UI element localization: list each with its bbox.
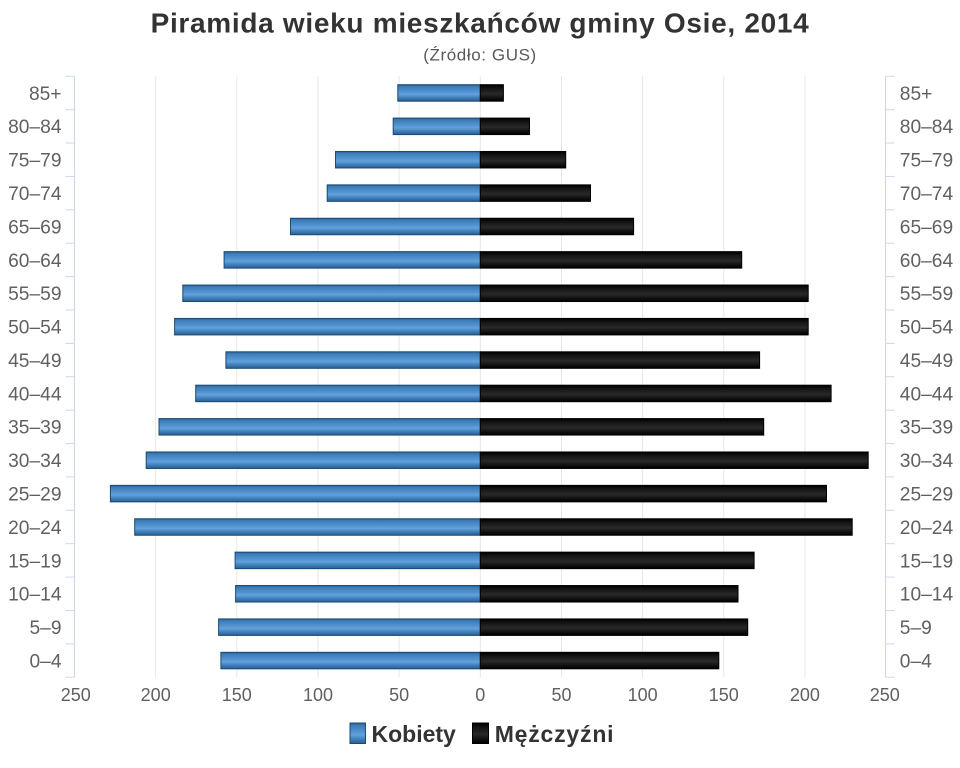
svg-text:85+: 85+ — [900, 84, 933, 105]
svg-text:50–54: 50–54 — [8, 318, 62, 339]
svg-text:25–29: 25–29 — [900, 485, 953, 506]
svg-text:60–64: 60–64 — [8, 251, 62, 272]
svg-text:45–49: 45–49 — [900, 351, 953, 372]
svg-text:0–4: 0–4 — [29, 652, 61, 673]
svg-text:5–9: 5–9 — [900, 618, 932, 639]
svg-text:70–74: 70–74 — [900, 184, 954, 205]
svg-text:15–19: 15–19 — [900, 551, 953, 572]
svg-text:25–29: 25–29 — [8, 485, 61, 506]
svg-text:250: 250 — [870, 685, 900, 705]
svg-text:15–19: 15–19 — [8, 551, 61, 572]
svg-text:50–54: 50–54 — [900, 318, 954, 339]
svg-text:100: 100 — [628, 685, 658, 705]
svg-text:50: 50 — [551, 685, 571, 705]
svg-text:75–79: 75–79 — [900, 151, 953, 172]
svg-text:0: 0 — [475, 685, 485, 705]
svg-text:80–84: 80–84 — [900, 117, 954, 138]
svg-text:0–4: 0–4 — [900, 652, 932, 673]
svg-text:250: 250 — [61, 685, 91, 705]
svg-text:200: 200 — [790, 685, 820, 705]
svg-text:40–44: 40–44 — [8, 384, 62, 405]
svg-text:10–14: 10–14 — [8, 585, 62, 606]
svg-text:5–9: 5–9 — [29, 618, 61, 639]
svg-text:65–69: 65–69 — [900, 217, 953, 238]
svg-text:100: 100 — [303, 685, 333, 705]
svg-text:60–64: 60–64 — [900, 251, 954, 272]
svg-text:20–24: 20–24 — [8, 518, 62, 539]
svg-text:(Źródło: GUS): (Źródło: GUS) — [423, 46, 537, 65]
svg-text:85+: 85+ — [29, 84, 62, 105]
svg-text:20–24: 20–24 — [900, 518, 954, 539]
svg-text:35–39: 35–39 — [8, 418, 61, 439]
svg-text:50: 50 — [389, 685, 409, 705]
svg-text:10–14: 10–14 — [900, 585, 954, 606]
svg-text:Mężczyźni: Mężczyźni — [495, 721, 615, 747]
svg-text:200: 200 — [141, 685, 171, 705]
svg-text:30–34: 30–34 — [8, 451, 62, 472]
svg-text:150: 150 — [222, 685, 252, 705]
svg-text:80–84: 80–84 — [8, 117, 62, 138]
svg-text:150: 150 — [709, 685, 739, 705]
svg-text:Piramida wieku mieszkańców gmi: Piramida wieku mieszkańców gminy Osie, 2… — [151, 8, 810, 39]
svg-text:45–49: 45–49 — [8, 351, 61, 372]
svg-text:65–69: 65–69 — [8, 217, 61, 238]
svg-text:40–44: 40–44 — [900, 384, 954, 405]
svg-text:Kobiety: Kobiety — [372, 721, 457, 747]
svg-text:55–59: 55–59 — [8, 284, 61, 305]
svg-text:55–59: 55–59 — [900, 284, 953, 305]
svg-text:70–74: 70–74 — [8, 184, 62, 205]
svg-text:75–79: 75–79 — [8, 151, 61, 172]
svg-text:30–34: 30–34 — [900, 451, 954, 472]
svg-text:35–39: 35–39 — [900, 418, 953, 439]
